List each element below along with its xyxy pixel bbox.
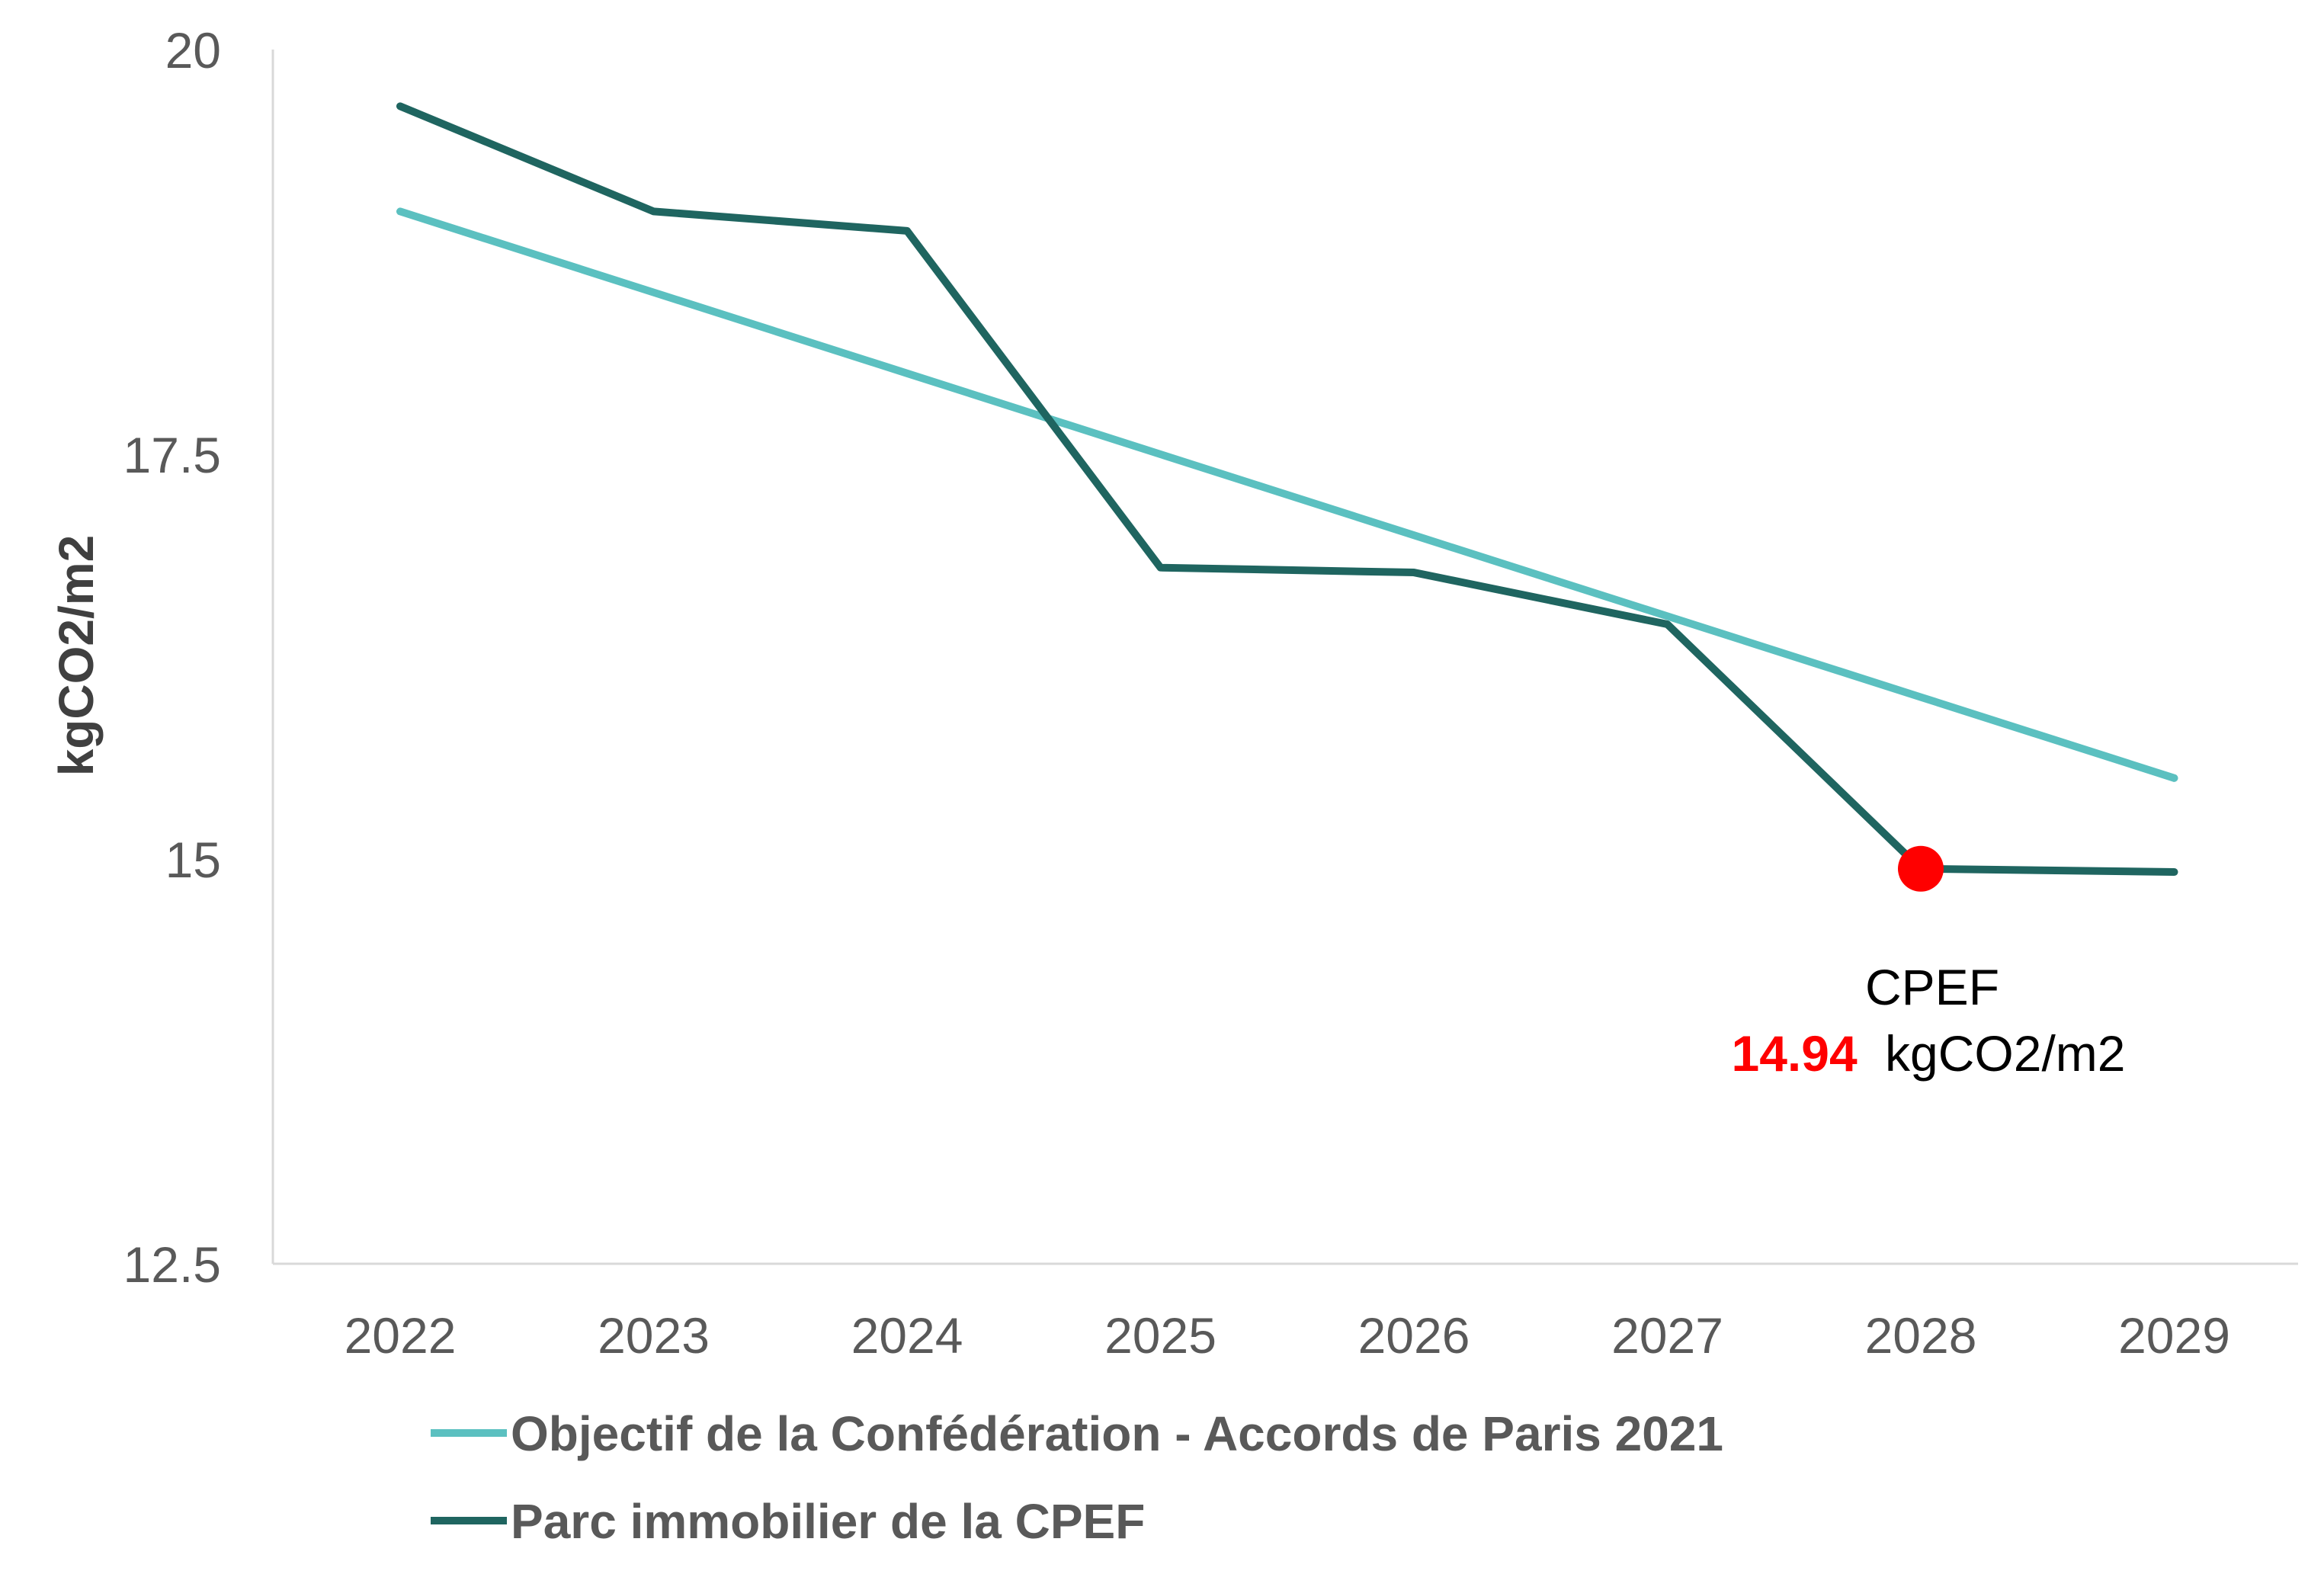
series-lines [396,102,2178,876]
series-line-parc [396,102,2178,876]
highlight-annotation: CPEF 14.94 kgCO2/m2 [1732,845,2126,1082]
y-tick-label: 17.5 [123,427,221,483]
legend-label-parc: Parc immobilier de la CPEF [511,1494,1145,1549]
legend-item-parc: Parc immobilier de la CPEF [431,1494,1145,1549]
y-tick-label: 12.5 [123,1236,221,1293]
x-tick-label: 2028 [1865,1307,1977,1364]
x-tick-label: 2022 [345,1307,457,1364]
x-tick-label: 2024 [851,1307,963,1364]
x-tick-label: 2027 [1611,1307,1723,1364]
annotation-unit: kgCO2/m2 [1885,1025,2125,1082]
y-axis-title: kgCO2/m2 [49,535,104,777]
x-tick-label: 2025 [1104,1307,1216,1364]
annotation-label: CPEF [1865,959,1999,1015]
x-tick-label: 2023 [598,1307,710,1364]
axes [271,50,2298,1265]
x-tick-labels: 2022 2023 2024 2025 2026 2027 2028 2029 [345,1307,2230,1364]
highlight-point [1898,845,1944,892]
y-tick-label: 20 [165,22,221,79]
annotation-value-line: 14.94 kgCO2/m2 [1732,1025,2126,1082]
y-tick-labels: 20 17.5 15 12.5 [123,22,221,1293]
legend-item-objectif: Objectif de la Confédération - Accords d… [431,1406,1723,1461]
annotation-value: 14.94 [1732,1025,1858,1082]
series-line-objectif [396,207,2178,782]
x-tick-label: 2026 [1358,1307,1470,1364]
legend: Objectif de la Confédération - Accords d… [431,1406,1723,1549]
legend-label-objectif: Objectif de la Confédération - Accords d… [511,1406,1723,1461]
x-tick-label: 2029 [2118,1307,2230,1364]
y-tick-label: 15 [165,832,221,888]
